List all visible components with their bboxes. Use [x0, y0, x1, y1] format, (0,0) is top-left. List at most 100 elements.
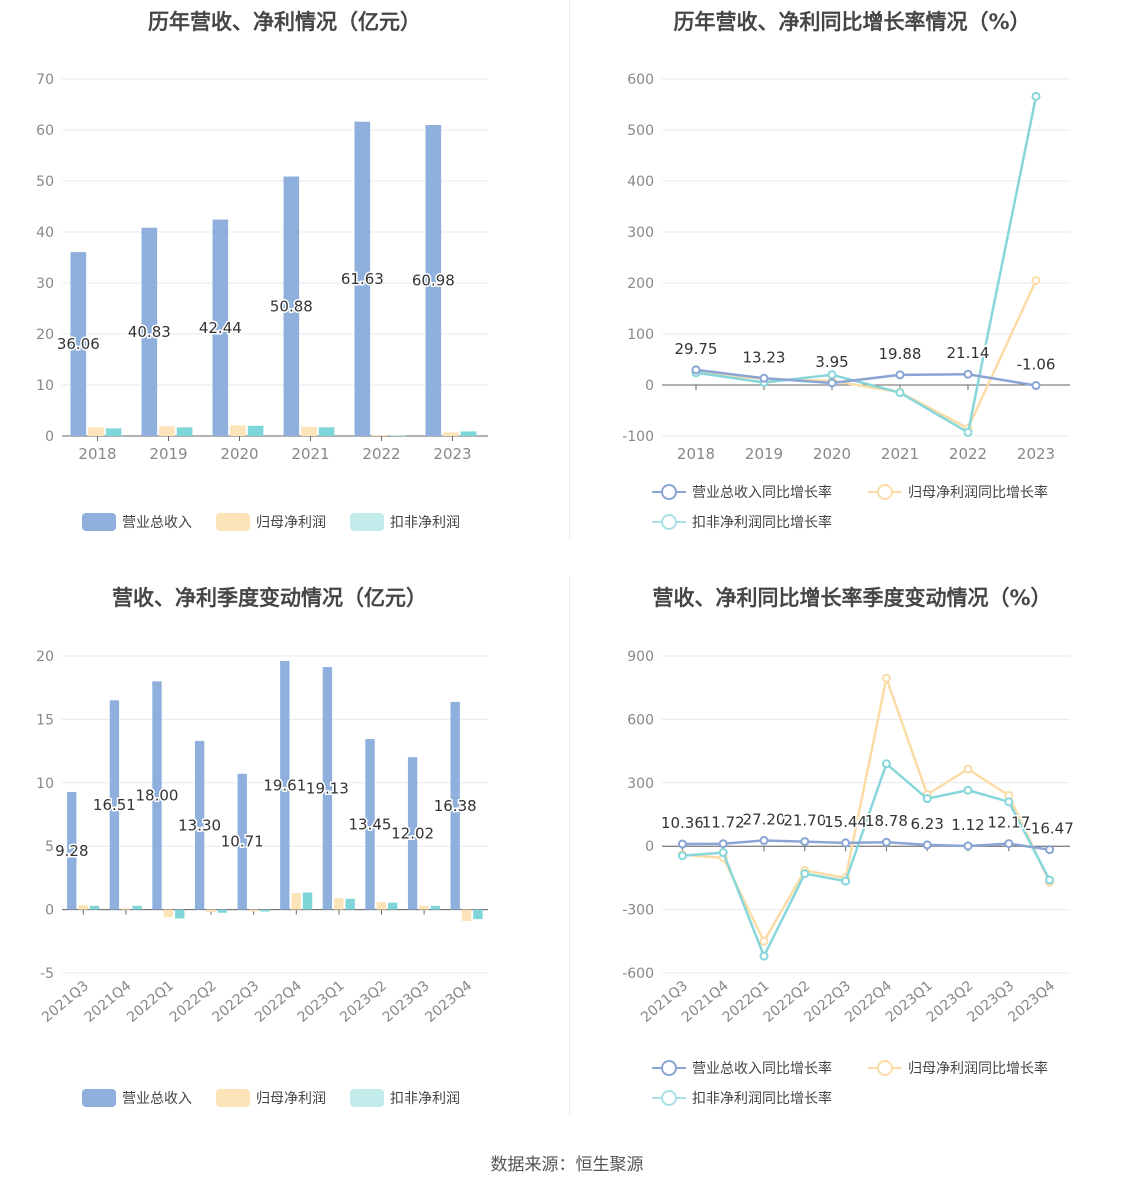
chart-title: 历年营收、净利情况（亿元） — [148, 10, 421, 34]
data-point — [922, 794, 932, 804]
legend-label: 营业总收入同比增长率 — [692, 485, 832, 501]
legend-label: 归母净利润同比增长率 — [908, 485, 1048, 501]
data-label: 12.02 — [391, 824, 434, 842]
bar-revenue — [152, 681, 162, 910]
data-point — [677, 839, 687, 849]
bar-deducted-profit — [460, 431, 477, 436]
data-point — [1045, 875, 1055, 885]
y-tick-label: 0 — [45, 429, 54, 445]
bar-net-profit — [230, 425, 246, 436]
legend-item-revenue-growth[interactable]: 营业总收入同比增长率 — [652, 1058, 832, 1078]
bar-revenue — [283, 176, 300, 436]
legend-item-net[interactable]: 归母净利润 — [216, 512, 326, 532]
data-point — [759, 951, 769, 961]
legend-item-deducted[interactable]: 扣非净利润 — [350, 1088, 460, 1108]
data-label: 27.20 — [743, 810, 786, 828]
data-point — [895, 388, 905, 398]
x-tick-label: 2023Q1 — [295, 978, 348, 1026]
bar-net-profit — [163, 909, 174, 918]
quarterly-growth-line-chart: -600-30003006009002021Q32021Q42022Q12022… — [622, 649, 1075, 1026]
data-point — [895, 370, 905, 380]
x-tick-label: 2023 — [1017, 445, 1055, 463]
legend-swatch — [652, 483, 686, 501]
vertical-divider — [569, 576, 570, 1116]
y-tick-label: 30 — [36, 276, 54, 292]
data-point — [691, 365, 701, 375]
y-tick-label: 15 — [36, 712, 54, 728]
bar-net-profit — [248, 909, 259, 912]
bar-net-profit — [88, 427, 104, 436]
legend-swatch — [350, 1089, 384, 1107]
bar-deducted-profit — [260, 909, 270, 912]
y-tick-label: -600 — [622, 966, 654, 982]
legend-swatch — [652, 1059, 686, 1077]
legend-item-net-growth[interactable]: 归母净利润同比增长率 — [868, 1058, 1048, 1078]
legend-item-revenue-growth[interactable]: 营业总收入同比增长率 — [652, 482, 832, 502]
legend-item-revenue[interactable]: 营业总收入 — [82, 512, 192, 532]
bar-net-profit — [206, 909, 216, 913]
data-label: 18.78 — [865, 812, 908, 830]
bar-deducted-profit — [473, 909, 483, 920]
data-label: 16.51 — [93, 796, 136, 814]
line-deducted-growth — [682, 761, 1051, 960]
bar-net-profit — [376, 901, 387, 910]
x-tick-label: 2018 — [78, 445, 116, 463]
legend-label: 扣非净利润同比增长率 — [692, 515, 832, 531]
x-tick-label: 2020 — [813, 445, 851, 463]
legend-item-deducted-growth[interactable]: 扣非净利润同比增长率 — [652, 512, 832, 532]
legend-label: 扣非净利润同比增长率 — [692, 1091, 832, 1107]
line-deducted-growth — [695, 96, 1038, 435]
data-label: 19.13 — [306, 779, 349, 797]
y-tick-label: 100 — [627, 327, 654, 343]
y-tick-label: 0 — [45, 903, 54, 919]
data-label: 21.14 — [947, 344, 990, 362]
legend-item-net-growth[interactable]: 归母净利润同比增长率 — [868, 482, 1048, 502]
bar-deducted-profit — [388, 902, 398, 910]
legend-swatch — [868, 1059, 902, 1077]
y-tick-label: 0 — [645, 839, 654, 855]
bar-deducted-profit — [345, 898, 355, 910]
legend-item-deducted-growth[interactable]: 扣非净利润同比增长率 — [652, 1088, 832, 1108]
data-label: 29.75 — [675, 340, 718, 358]
data-label: 9.28 — [55, 842, 88, 860]
data-label: 61.63 — [341, 270, 384, 288]
bar-revenue — [407, 757, 418, 910]
bar-deducted-profit — [302, 892, 313, 910]
legend-item-revenue[interactable]: 营业总收入 — [82, 1088, 192, 1108]
legend-swatch — [868, 483, 902, 501]
bar-deducted-profit — [176, 427, 193, 436]
bar-deducted-profit — [217, 909, 228, 913]
bar-revenue — [70, 252, 87, 436]
legend-label: 营业总收入 — [122, 1091, 192, 1107]
data-point — [827, 370, 837, 380]
bar-revenue — [354, 121, 371, 436]
bar-net-profit — [121, 908, 131, 910]
x-tick-label: 2020 — [220, 445, 258, 463]
data-source: 数据来源：恒生聚源 — [490, 1155, 644, 1175]
y-tick-label: 300 — [627, 225, 654, 241]
x-tick-label: 2023Q4 — [422, 978, 475, 1026]
legend-item-deducted[interactable]: 扣非净利润 — [350, 512, 460, 532]
bar-net-profit — [301, 426, 317, 436]
line-revenue-growth — [682, 839, 1050, 851]
bar-revenue — [212, 219, 229, 436]
y-tick-label: -300 — [622, 903, 654, 919]
x-tick-label: 2021 — [291, 445, 329, 463]
y-tick-label: 200 — [627, 276, 654, 292]
data-label: 19.61 — [263, 776, 306, 794]
data-point — [881, 837, 891, 847]
x-tick-label: 2021 — [881, 445, 919, 463]
legend-item-net[interactable]: 归母净利润 — [216, 1088, 326, 1108]
x-tick-label: 2018 — [677, 445, 715, 463]
data-label: 10.71 — [221, 833, 264, 851]
data-label: 15.44 — [824, 813, 867, 831]
annual-growth-line-chart: -100 0 100 200 300 400 500 600 2018 2019 2020 2021 2… — [622, 72, 1070, 463]
data-point — [963, 764, 973, 774]
legend-swatch — [652, 513, 686, 531]
x-tick-label: 2023Q2 — [337, 978, 390, 1026]
chart-title: 历年营收、净利同比增长率情况（%） — [673, 10, 1031, 34]
data-point — [759, 835, 769, 845]
data-point — [963, 841, 973, 851]
x-tick-label: 2019 — [745, 445, 783, 463]
data-point — [759, 373, 769, 383]
